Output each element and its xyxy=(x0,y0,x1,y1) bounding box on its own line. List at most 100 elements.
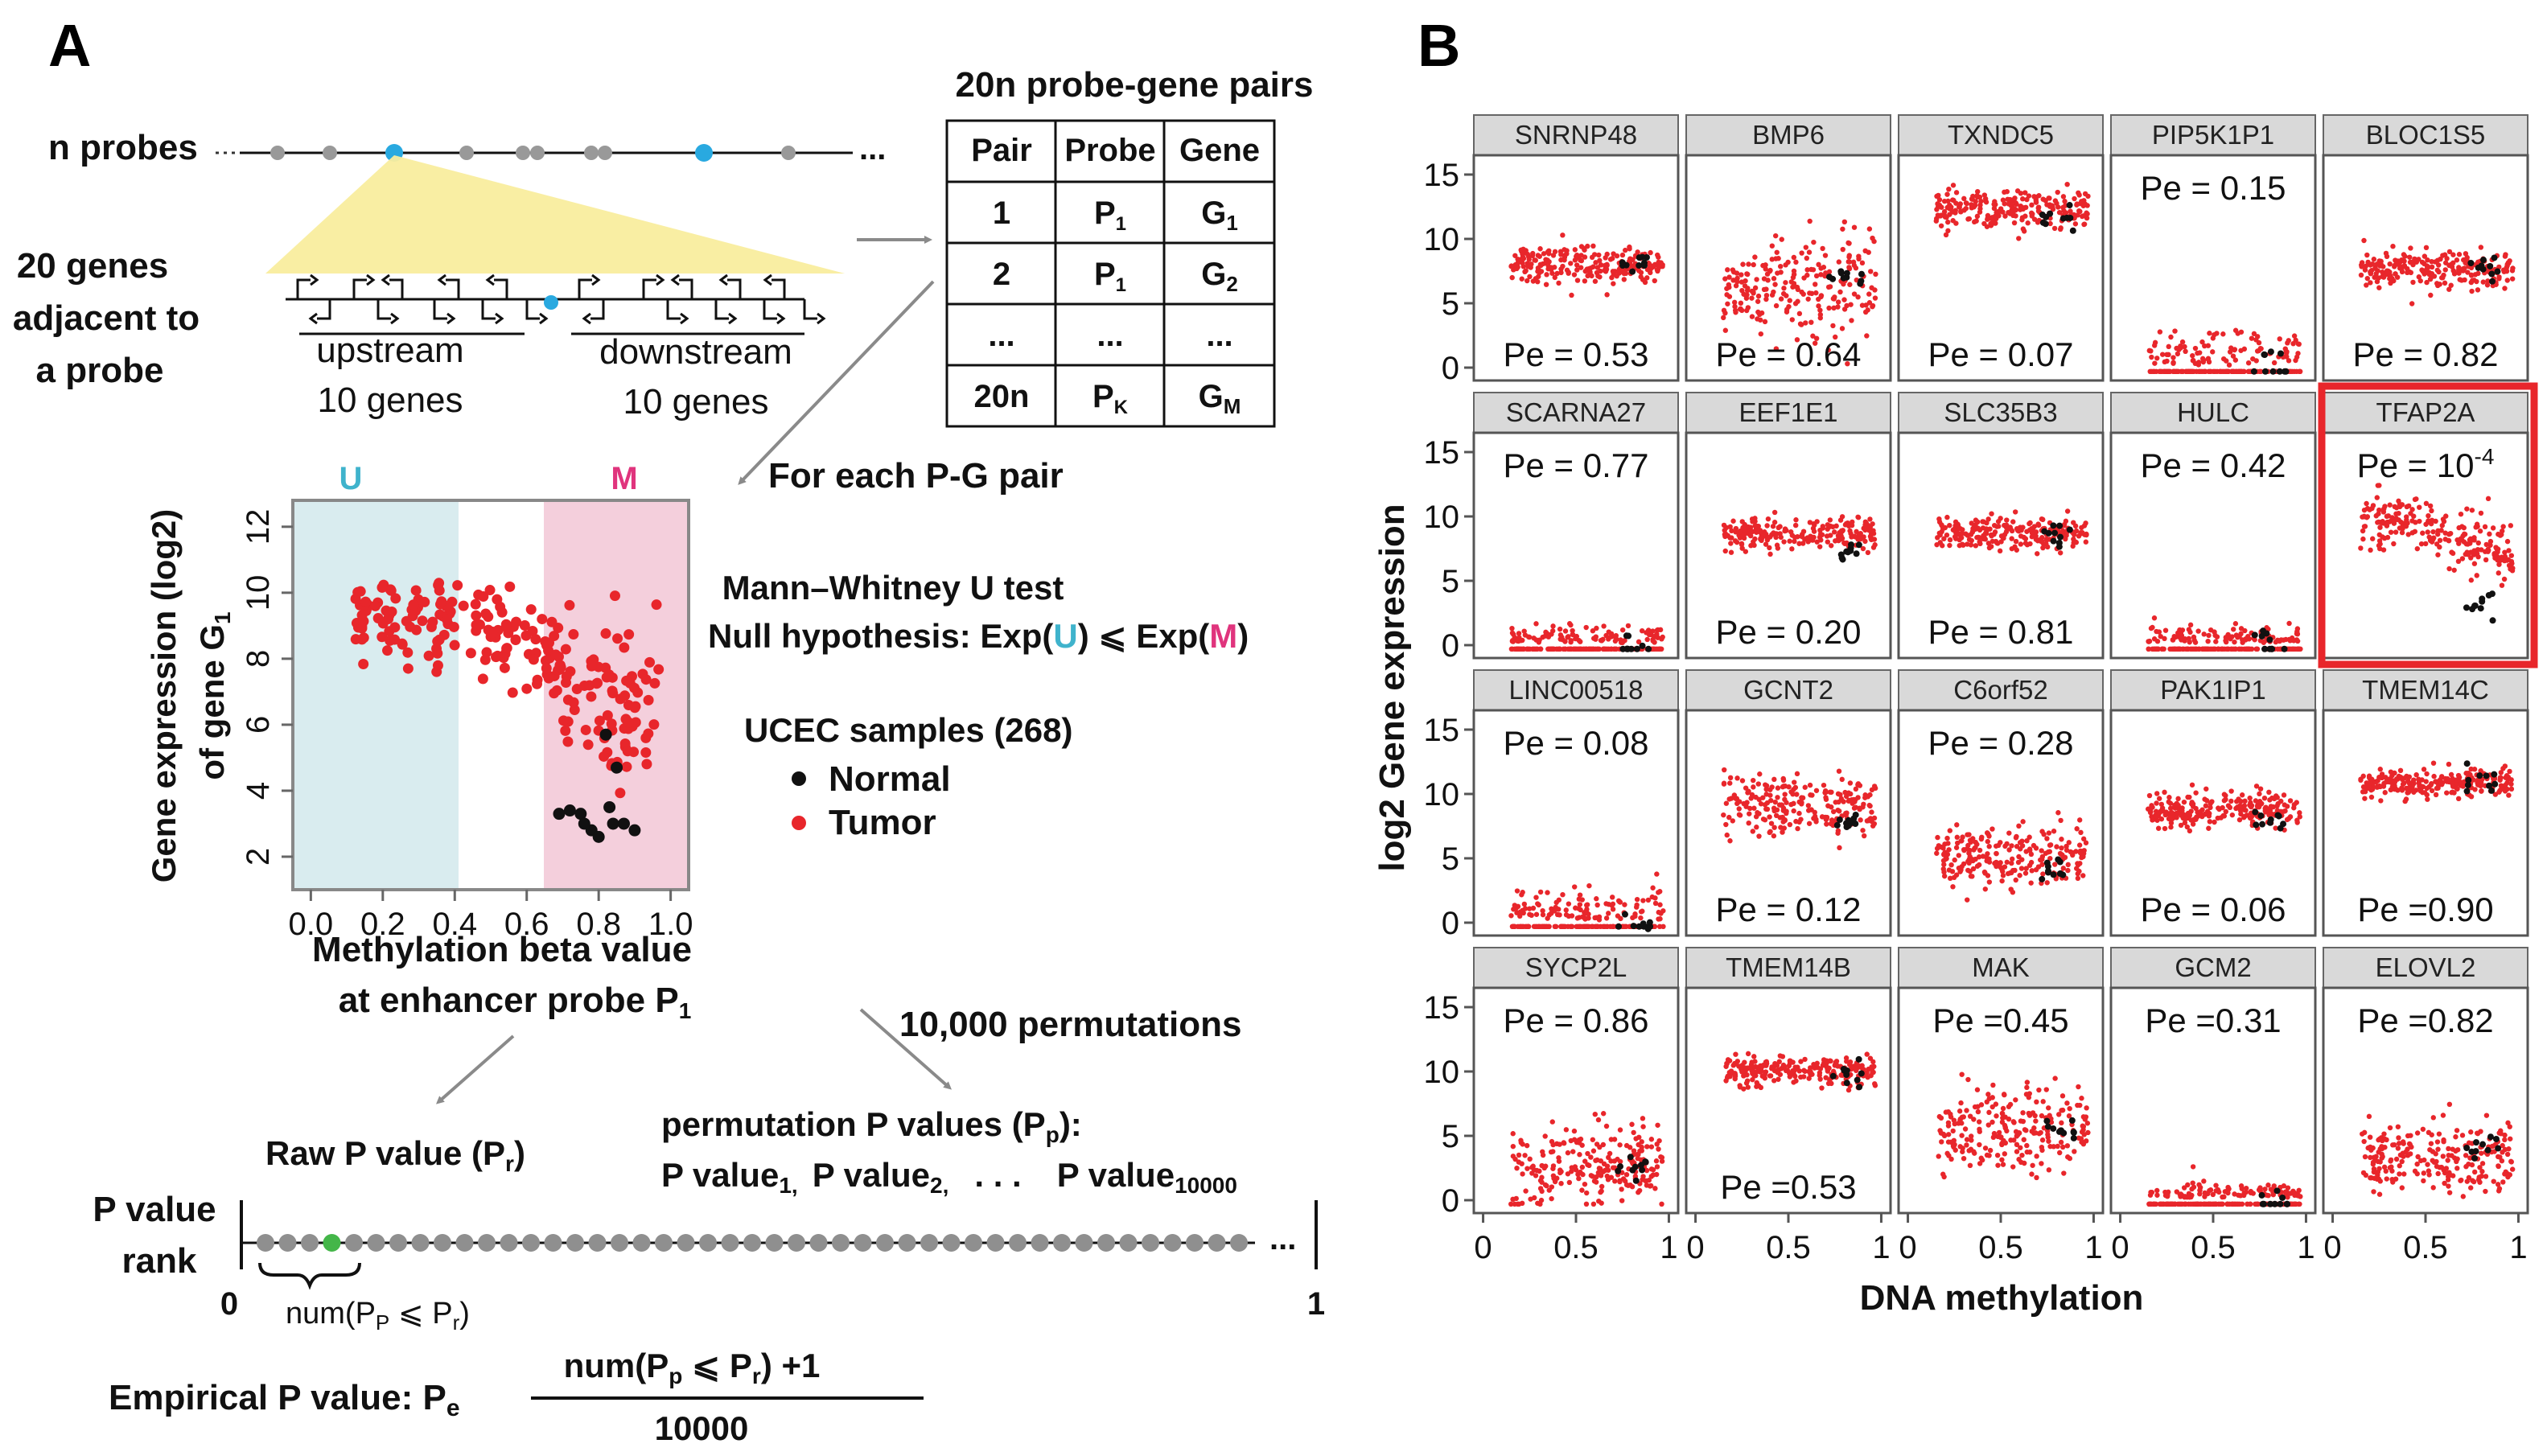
tumor-point xyxy=(621,761,632,772)
facet-bloc1s5: BLOC1S5 Pe = 0.82 xyxy=(2322,114,2529,382)
center-probe-dot xyxy=(544,295,558,310)
normal-point xyxy=(563,804,576,817)
normal-point xyxy=(2487,1133,2494,1141)
table-cell-gene: ... xyxy=(1206,318,1232,353)
tumor-point xyxy=(477,673,488,685)
panel-b-ylabel-wrap: log2 Gene expression xyxy=(1372,504,1412,871)
perm-item-3-sub: 10000 xyxy=(1175,1173,1237,1198)
downstream-count: 10 genes xyxy=(623,382,768,422)
ylabel-line-2-sub: 1 xyxy=(210,611,235,624)
probe-dot xyxy=(781,146,796,160)
scatter-a-xtick-label: 1.0 xyxy=(648,907,693,942)
normal-point xyxy=(2491,254,2498,261)
perm-rank-dot xyxy=(367,1234,385,1252)
rank-one: 1 xyxy=(1307,1286,1325,1322)
normal-point xyxy=(2056,870,2064,878)
xlabel-line-2: at enhancer probe P1 xyxy=(339,981,692,1023)
normal-point xyxy=(2055,539,2063,546)
facet-pe-label: Pe = 0.08 xyxy=(1504,724,1649,762)
normal-point xyxy=(1615,923,1623,930)
normal-point xyxy=(2068,1117,2076,1124)
facet-gene-label: C6orf52 xyxy=(1953,675,2047,705)
facet-xtick-label: 0.5 xyxy=(2403,1230,2448,1265)
tumor-point xyxy=(402,663,414,674)
probe-dots xyxy=(270,144,796,162)
tumor-point xyxy=(449,640,460,651)
tumor-point xyxy=(385,585,397,596)
normal-point xyxy=(2039,212,2046,219)
tumor-point xyxy=(619,642,630,653)
facet-gcm2: GCM2 Pe =0.31 0 0.5 1 xyxy=(2109,947,2317,1265)
unmethylated-region xyxy=(293,500,459,890)
tumor-point xyxy=(376,582,388,593)
probe-dot xyxy=(530,146,545,160)
fraction-num-sub2: r xyxy=(752,1363,761,1388)
tumor-point xyxy=(484,585,496,596)
n-probes-label: n probes xyxy=(48,128,198,167)
tumor-point xyxy=(602,709,613,721)
scatter-a-ylabel-2: of gene G1 xyxy=(193,611,235,779)
tumor-point xyxy=(510,634,521,645)
normal-point xyxy=(1854,1076,1861,1084)
tumor-point xyxy=(427,616,438,627)
perm-item-1: P value xyxy=(661,1156,779,1194)
normal-point xyxy=(1645,645,1652,652)
table-cell-pair: ... xyxy=(988,318,1014,353)
upstream-count: 10 genes xyxy=(317,380,463,420)
facet-pip5k1p1: PIP5K1P1 Pe = 0.15 xyxy=(2109,114,2317,382)
table-cell-probe: ... xyxy=(1097,318,1123,353)
scatter-a-yticks: 2 4 6 8 10 12 xyxy=(241,509,293,866)
normal-point xyxy=(2283,1200,2290,1207)
perm-rank-dot xyxy=(1163,1234,1182,1252)
normal-point xyxy=(1640,262,1648,269)
normal-point xyxy=(2489,617,2496,624)
facet-gene-label: GCNT2 xyxy=(1743,675,1833,705)
raw-p-label: Raw P value (Pr) xyxy=(265,1134,525,1176)
tumor-point xyxy=(644,656,656,668)
normal-point xyxy=(1839,556,1846,563)
tumor-point xyxy=(580,724,591,735)
perm-rank-dot xyxy=(455,1234,474,1252)
xlabel-line-2-text: at enhancer probe P xyxy=(339,981,679,1020)
tumor-point xyxy=(561,671,572,682)
xlabel-line-1: Methylation beta value xyxy=(312,930,692,969)
facet-ytick-label: 5 xyxy=(1442,564,1459,599)
tumor-point xyxy=(397,638,408,649)
normal-point xyxy=(1636,262,1643,269)
facet-pe-label: Pe = 10-4 xyxy=(2357,444,2495,484)
normal-point xyxy=(2064,214,2071,221)
tumor-point xyxy=(432,660,443,671)
scatter-a-ytick-label: 2 xyxy=(241,848,276,866)
normal-point xyxy=(2269,368,2277,375)
normal-point xyxy=(2050,537,2057,545)
normal-point xyxy=(2467,260,2475,267)
table-cell-probe: PK xyxy=(1092,379,1129,418)
perm-rank-dot xyxy=(655,1234,673,1252)
normal-point xyxy=(2476,772,2483,779)
null-suffix: ) xyxy=(1237,617,1249,655)
gene-tss-arrow xyxy=(481,299,504,325)
facet-ytick-label: 0 xyxy=(1442,1183,1459,1219)
tumor-point xyxy=(452,580,463,591)
normal-point xyxy=(2042,220,2049,228)
normal-point xyxy=(628,824,641,837)
normal-point xyxy=(2486,782,2493,789)
normal-point xyxy=(2488,270,2496,278)
tumor-point xyxy=(641,759,652,770)
perm-rank-dot xyxy=(434,1234,451,1252)
normal-point xyxy=(2253,821,2260,829)
gene-tss-arrow xyxy=(642,274,665,299)
tumor-point xyxy=(417,615,428,627)
normal-point xyxy=(2276,368,2283,375)
tumor-point xyxy=(436,596,447,607)
facet-ytick-label: 15 xyxy=(1424,158,1460,193)
permutations-label: 10,000 permutations xyxy=(899,1005,1242,1044)
probes-ellipsis: ... xyxy=(859,131,886,167)
tumor-point xyxy=(458,600,469,611)
table-cell-probe: P1 xyxy=(1094,195,1126,235)
facet-gene-label: GCM2 xyxy=(2175,952,2251,982)
normal-point xyxy=(2463,604,2470,611)
panel-b: B log2 Gene expression DNA methylation S… xyxy=(1372,12,2538,1318)
tumor-point xyxy=(549,688,560,699)
